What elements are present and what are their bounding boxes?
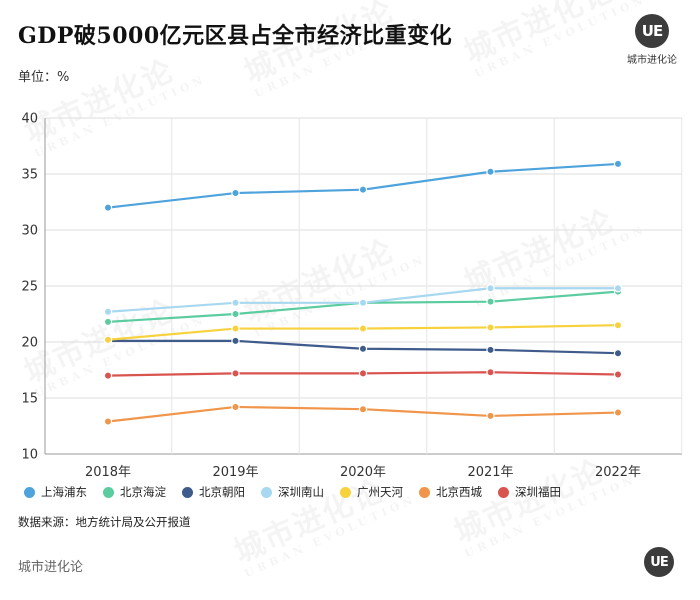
legend-item: 上海浦东 <box>24 484 87 500</box>
legend-label: 深圳福田 <box>515 485 561 499</box>
brand-logo: UE 城市进化论 <box>622 14 682 66</box>
data-point <box>231 324 240 333</box>
chart-title: GDP破5000亿元区县占全市经济比重变化 <box>18 23 453 49</box>
data-point <box>103 371 113 380</box>
y-tick-label: 25 <box>21 280 38 295</box>
legend-label: 北京海淀 <box>120 485 166 499</box>
y-tick-label: 10 <box>21 448 38 463</box>
legend-label: 深圳南山 <box>278 485 324 499</box>
legend-label: 上海浦东 <box>41 485 87 499</box>
x-tick-label: 2020年 <box>340 465 386 480</box>
y-tick-label: 40 <box>21 112 38 127</box>
data-point <box>231 336 240 346</box>
x-tick-label: 2019年 <box>212 465 258 480</box>
data-point <box>103 307 113 316</box>
unit-label: 单位：% <box>18 70 70 85</box>
x-tick-label: 2022年 <box>595 465 641 480</box>
data-point <box>613 370 623 379</box>
x-tick-label: 2021年 <box>467 465 513 480</box>
data-point <box>486 167 495 176</box>
legend-item: 北京朝阳 <box>182 484 245 500</box>
data-point <box>486 284 495 293</box>
data-point <box>486 323 495 332</box>
data-point <box>358 344 368 353</box>
data-point <box>103 335 113 344</box>
data-point <box>231 402 240 412</box>
footer-brand-name: 城市进化论 <box>18 560 84 575</box>
legend-marker <box>182 486 193 498</box>
data-point <box>103 317 113 327</box>
data-point <box>613 321 623 330</box>
y-tick-label: 15 <box>21 392 38 407</box>
data-point <box>231 369 240 378</box>
data-point <box>486 411 495 421</box>
data-point <box>103 203 113 212</box>
y-tick-label: 35 <box>21 168 38 183</box>
legend-marker <box>340 486 351 498</box>
ue-logo-icon: UE <box>635 14 669 48</box>
legend-marker <box>24 486 35 498</box>
data-source: 数据来源：地方统计局及公开报道 <box>18 515 191 529</box>
legend-label: 北京朝阳 <box>199 485 245 499</box>
legend-item: 北京西城 <box>419 484 482 500</box>
data-point <box>486 297 495 306</box>
data-point <box>231 188 240 198</box>
chart-legend: 上海浦东 北京海淀 北京朝阳 深圳南山 广州天河 北京西城 深圳福田 <box>24 484 577 500</box>
data-point <box>613 159 623 169</box>
legend-item: 广州天河 <box>340 484 403 500</box>
y-tick-label: 30 <box>21 224 38 239</box>
data-point <box>486 368 495 377</box>
legend-marker <box>103 486 114 498</box>
data-point <box>613 284 623 293</box>
x-tick-label: 2018年 <box>85 465 131 480</box>
data-point <box>103 417 113 426</box>
data-point <box>613 408 623 417</box>
legend-marker <box>419 486 430 498</box>
legend-item: 北京海淀 <box>103 484 166 500</box>
data-point <box>358 185 368 194</box>
data-point <box>358 324 368 333</box>
data-point <box>358 369 368 378</box>
data-point <box>231 309 240 319</box>
y-tick-label: 20 <box>21 336 38 351</box>
data-point <box>486 345 495 355</box>
data-point <box>231 298 240 307</box>
legend-item: 深圳福田 <box>498 484 561 500</box>
legend-marker <box>261 486 272 498</box>
data-point <box>358 405 368 414</box>
legend-marker <box>498 486 509 498</box>
legend-item: 深圳南山 <box>261 484 324 500</box>
data-point <box>613 349 623 358</box>
legend-label: 北京西城 <box>436 485 482 499</box>
legend-label: 广州天河 <box>357 485 403 499</box>
footer-ue-logo-icon: UE <box>644 547 674 577</box>
brand-name: 城市进化论 <box>627 55 677 66</box>
data-point <box>358 298 368 307</box>
